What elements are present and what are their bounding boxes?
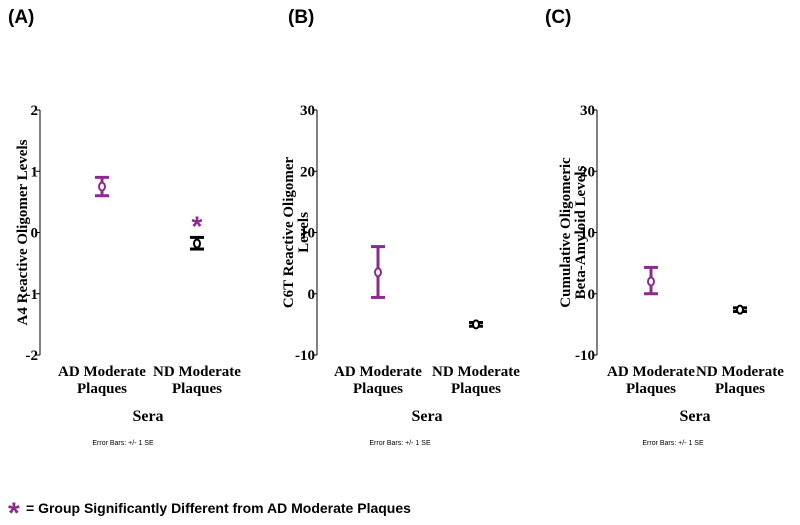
chart-panel-2: (B) -10 0 10 20 30 C6T Reactive OligomerLevels…	[281, 7, 520, 447]
y-tick-label: -2	[26, 348, 39, 364]
x-category-label: AD Moderate Plaques	[58, 364, 146, 397]
y-axis-label: Cumulative OligomericBeta-Amyloid Levels	[558, 157, 589, 308]
y-tick-label: 0	[308, 287, 316, 303]
y-tick-label: 20	[300, 164, 315, 180]
y-tick-label: 30	[300, 103, 315, 119]
legend-star-marker: *	[8, 497, 20, 525]
y-tick-label: -10	[295, 348, 315, 364]
chart-panel-3: (C) -10 0 10 20 30 Cumulative OligomericBeta-A…	[545, 7, 784, 447]
y-tick-label: 1	[31, 164, 39, 180]
x-category-label: AD Moderate Plaques	[334, 364, 422, 397]
x-category-label: ND Moderate Plaques	[153, 364, 241, 397]
x-category-label: AD Moderate Plaques	[607, 364, 695, 397]
y-tick-label: 10	[300, 226, 315, 242]
legend-text: = Group Significantly Different from AD …	[26, 500, 411, 516]
y-tick-label: 0	[588, 287, 596, 303]
x-category-label: ND Moderate Plaques	[432, 364, 520, 397]
y-axis-label: C6T Reactive OligomerLevels	[281, 156, 312, 308]
panel-label: (C)	[545, 7, 571, 28]
x-category-label: ND Moderate Plaques	[696, 364, 784, 397]
mean-point-2	[736, 304, 744, 315]
x-axis-label: Sera	[679, 408, 710, 425]
panel-label: (A)	[8, 7, 34, 28]
chart-panel-1: (A) -2 -1 0 1 2 A4 Reactive Oligomer Levels AD …	[8, 7, 241, 447]
x-axis-label: Sera	[132, 408, 163, 425]
y-tick-label: 2	[31, 103, 39, 119]
y-axis-label: A4 Reactive Oligomer Levels	[15, 139, 31, 325]
y-tick-label: 10	[580, 226, 595, 242]
y-tick-label: -1	[26, 287, 39, 303]
y-tick-label: 0	[31, 226, 39, 242]
x-axis-label: Sera	[411, 408, 442, 425]
panel-label: (B)	[288, 7, 314, 28]
mean-point-2	[472, 319, 480, 330]
significance-legend: * = Group Significantly Different from A…	[8, 497, 411, 525]
mean-point-1	[98, 181, 106, 192]
mean-point-1	[647, 276, 655, 287]
mean-point-2	[193, 238, 201, 249]
y-tick-label: -10	[575, 348, 595, 364]
error-bar-note: Error Bars: +/- 1 SE	[369, 440, 431, 447]
error-bar-note: Error Bars: +/- 1 SE	[92, 440, 154, 447]
error-bar-note: Error Bars: +/- 1 SE	[642, 440, 704, 447]
y-tick-label: 20	[580, 164, 595, 180]
mean-point-1	[374, 267, 382, 278]
significance-star: *	[192, 210, 203, 241]
y-tick-label: 30	[580, 103, 595, 119]
